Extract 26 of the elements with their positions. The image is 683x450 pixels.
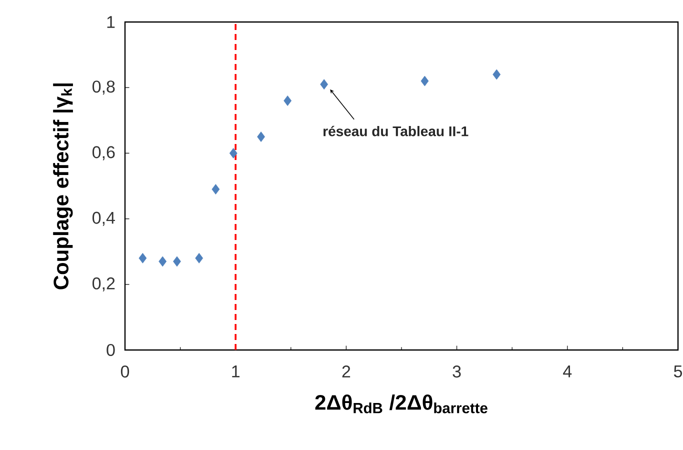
- x-tick-label: 5: [674, 366, 682, 378]
- point: [284, 96, 292, 106]
- y-tick-label: 0,6: [92, 146, 115, 160]
- x-axis-title: 2Δθ$_{RdB}$ /2Δθ$_{barrette}$: [315, 394, 488, 414]
- y-tick-label: 0,4: [92, 212, 115, 226]
- x-tick-label: 4: [563, 366, 572, 378]
- x-tick-label: 2: [342, 366, 350, 378]
- point: [158, 256, 167, 267]
- point: [173, 256, 181, 267]
- x-tick-label: 3: [452, 366, 461, 378]
- y-tick-label: 0: [106, 344, 115, 356]
- point: [492, 69, 501, 80]
- y-axis-title: Couplage effectif |γ$_{k}$|: [53, 83, 73, 290]
- point: [212, 184, 220, 194]
- point: [195, 252, 204, 264]
- point: [320, 79, 328, 90]
- point: [257, 132, 265, 142]
- annotation: réseau du Tableau II-1: [324, 126, 468, 136]
- x-tick-label: 0: [120, 366, 130, 378]
- y-tick-label: 1: [107, 16, 115, 28]
- y-tick-label: 0,2: [92, 277, 115, 292]
- point: [420, 76, 429, 86]
- point: [229, 148, 238, 158]
- y-tick-label: 0,8: [92, 80, 115, 95]
- point: [138, 252, 147, 264]
- x-tick-label: 1: [232, 366, 240, 378]
